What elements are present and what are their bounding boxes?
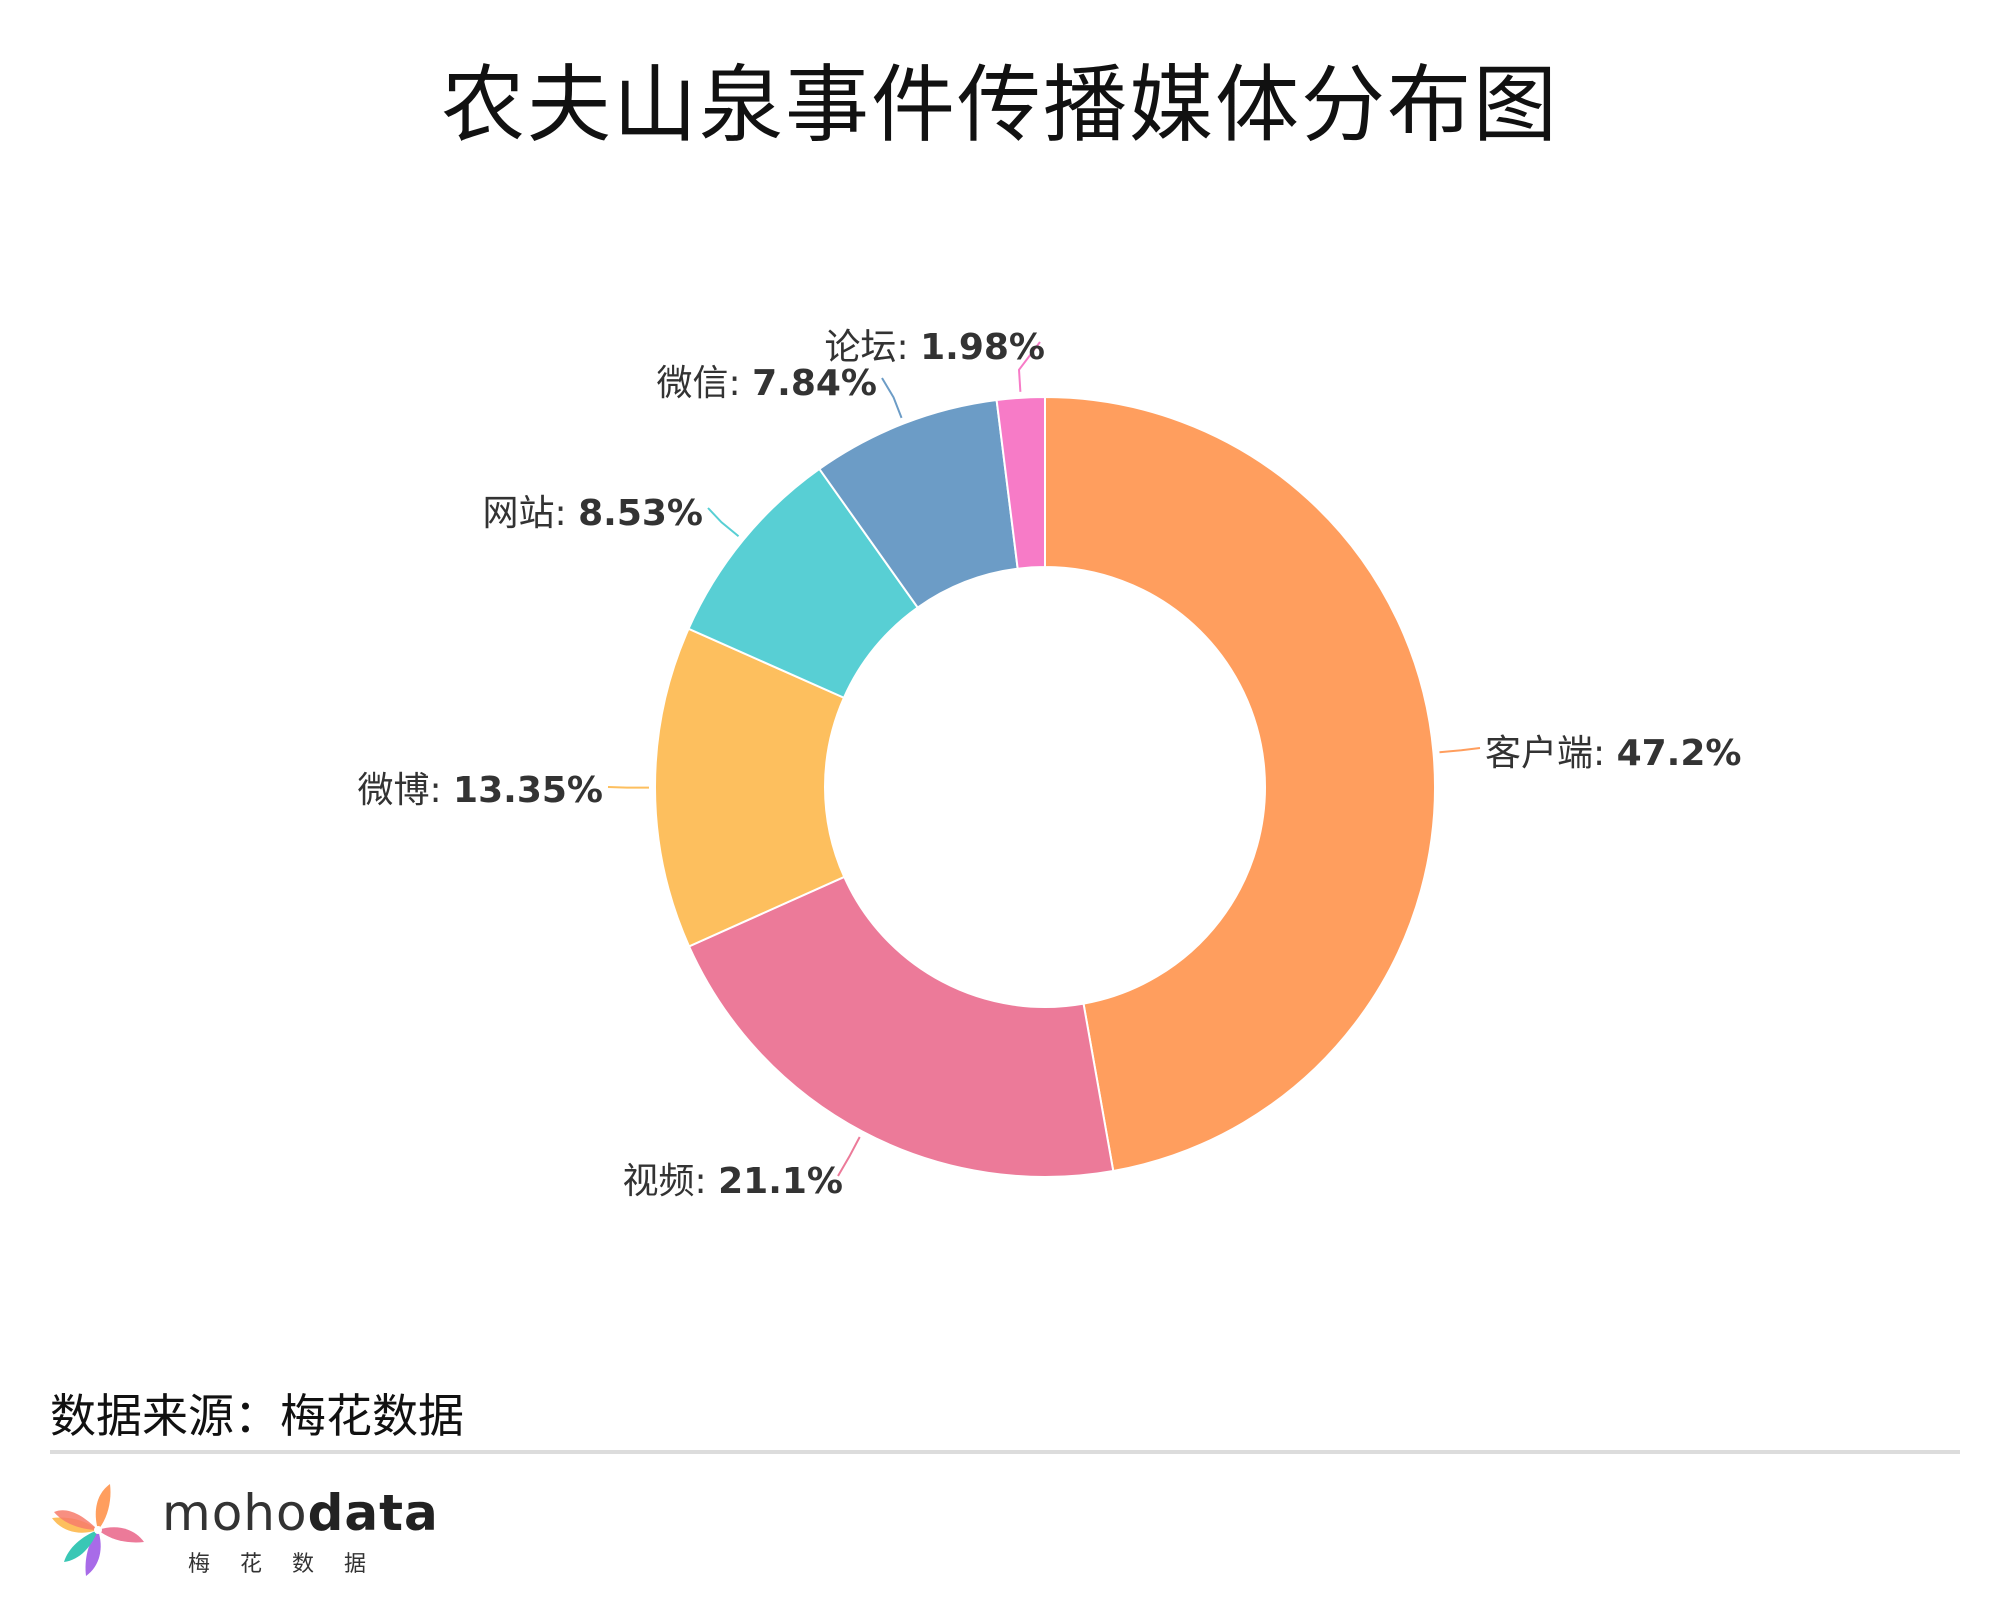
slice-label-name: 视频: bbox=[623, 1161, 719, 1202]
pinwheel-logo-icon bbox=[52, 1484, 144, 1576]
slices-layer bbox=[654, 395, 1436, 1178]
footer-divider bbox=[50, 1450, 1960, 1454]
source-note: 数据来源：梅花数据 bbox=[50, 1389, 464, 1443]
slice-label-value: 21.1% bbox=[718, 1161, 843, 1202]
labels-layer: 客户端: 47.2% 视频: 21.1% 微博: 13.35% 网站: 8.53% 微信… bbox=[357, 327, 1741, 1202]
leader-line-6 bbox=[1017, 341, 1041, 392]
slice-3 bbox=[654, 627, 846, 948]
brand-name-part1: moho bbox=[162, 1484, 308, 1542]
leader-line-4 bbox=[707, 507, 740, 537]
slice-label-2: 视频: 21.1% bbox=[623, 1161, 843, 1202]
slice-label-1: 客户端: 47.2% bbox=[1485, 733, 1741, 774]
slice-label-name: 微信: bbox=[657, 363, 753, 404]
leader-lines-layer bbox=[607, 341, 1481, 1177]
leader-line-3 bbox=[607, 786, 650, 789]
slice-1 bbox=[1044, 395, 1436, 1173]
slice-label-name: 微博: bbox=[357, 770, 453, 811]
brand-subtitle: 梅花数据 bbox=[188, 1552, 397, 1577]
slice-label-6: 论坛: 1.98% bbox=[825, 327, 1045, 368]
leader-line-1 bbox=[1439, 747, 1481, 754]
brand-name: mohodata bbox=[162, 1484, 439, 1542]
slice-label-value: 7.84% bbox=[752, 363, 877, 404]
leader-line-5 bbox=[881, 377, 903, 419]
brand-name-part2: data bbox=[307, 1484, 439, 1542]
slice-2 bbox=[687, 875, 1115, 1178]
slice-label-value: 1.98% bbox=[920, 327, 1045, 368]
chart-title: 农夫山泉事件传播媒体分布图 bbox=[440, 56, 1559, 154]
slice-label-value: 8.53% bbox=[578, 493, 703, 534]
slice-label-name: 网站: bbox=[483, 493, 579, 534]
slice-label-name: 客户端: bbox=[1485, 733, 1617, 774]
leader-line-2 bbox=[837, 1136, 861, 1177]
slice-label-4: 网站: 8.53% bbox=[483, 493, 703, 534]
slice-label-5: 微信: 7.84% bbox=[657, 363, 877, 404]
slice-label-value: 13.35% bbox=[453, 770, 603, 811]
slice-label-3: 微博: 13.35% bbox=[357, 770, 603, 811]
slice-label-name: 论坛: bbox=[825, 327, 921, 368]
slice-6 bbox=[995, 395, 1046, 570]
brand-logo: mohodata 梅花数据 bbox=[48, 1480, 468, 1590]
slice-label-value: 47.2% bbox=[1617, 733, 1742, 774]
